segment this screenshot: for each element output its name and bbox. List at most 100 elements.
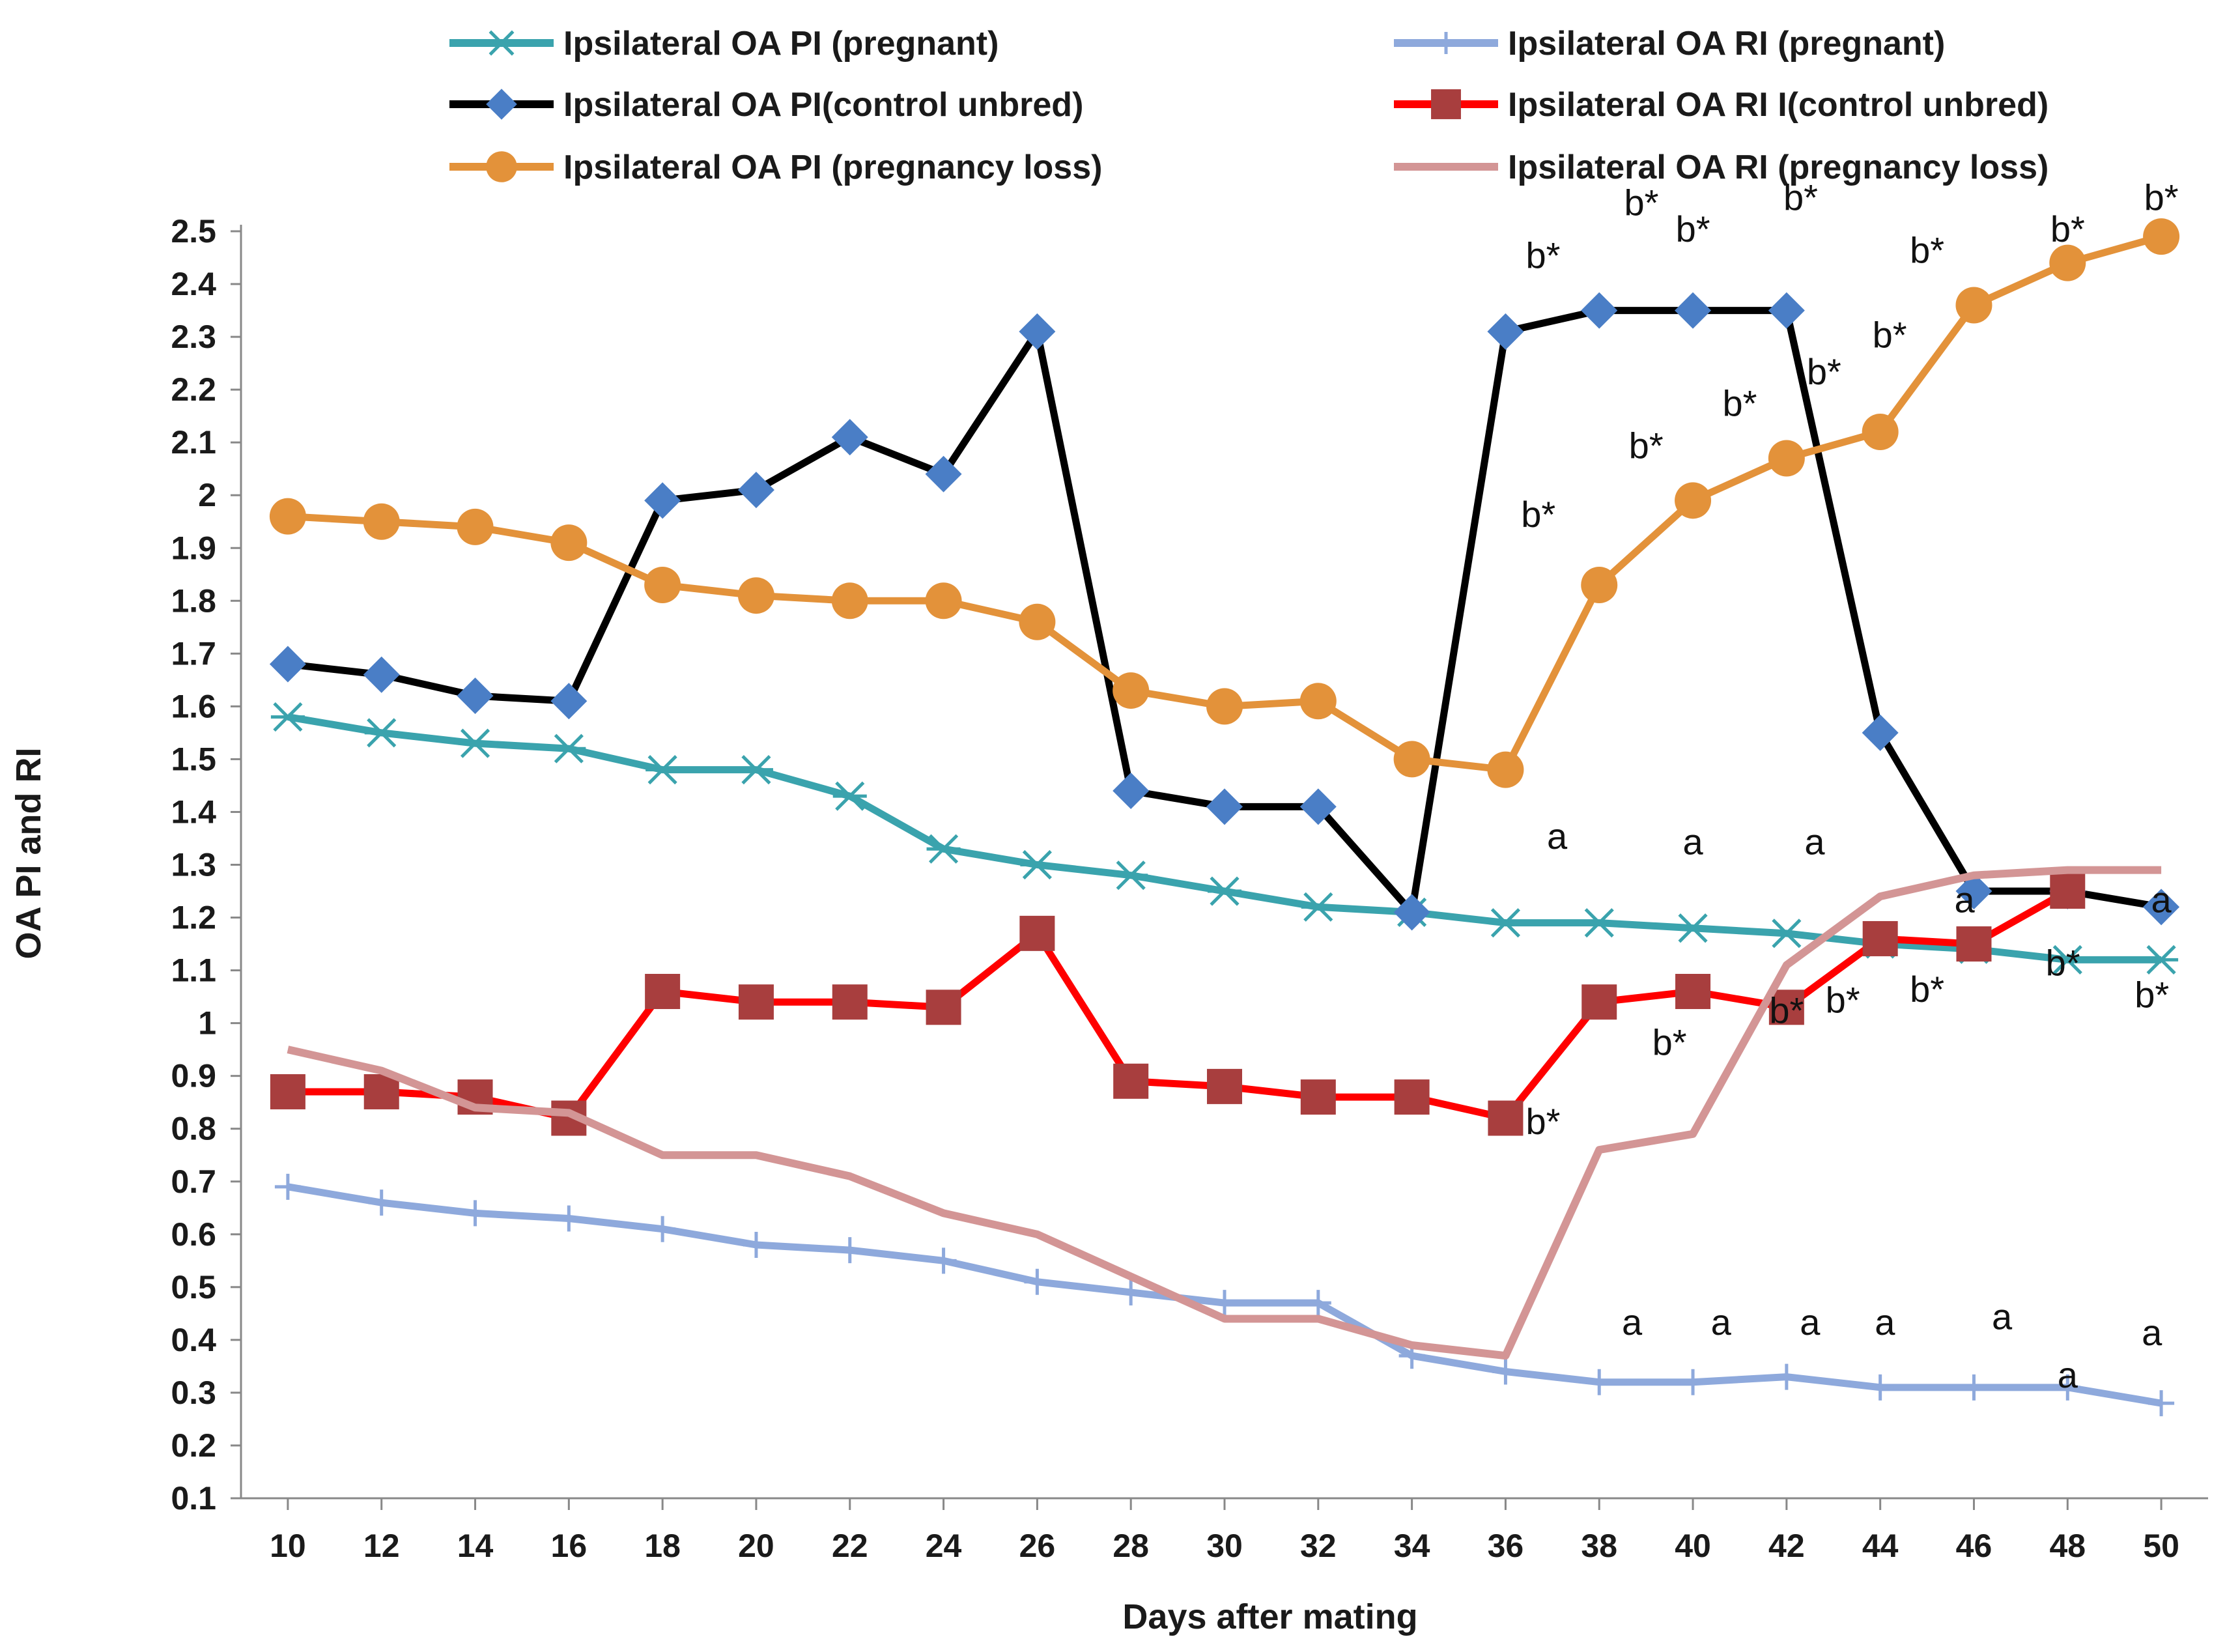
y-tick-label: 0.7 — [171, 1163, 216, 1200]
marker-circle — [2049, 244, 2086, 281]
marker-star — [1208, 876, 1241, 906]
x-tick-label: 50 — [2143, 1528, 2179, 1564]
marker-square — [1862, 920, 1898, 956]
marker-star — [487, 30, 517, 56]
marker-circle — [1487, 751, 1524, 788]
annotation-label: b* — [1910, 230, 1944, 271]
marker-circle — [363, 503, 400, 540]
legend-item: Ipsilateral OA PI (pregnant) — [449, 25, 999, 63]
marker-plus — [556, 1205, 582, 1232]
marker-square — [1956, 926, 1992, 962]
y-tick-label: 2.2 — [171, 371, 216, 408]
y-tick-label: 1.4 — [171, 793, 216, 830]
x-tick-label: 30 — [1206, 1528, 1243, 1564]
annotation-label: a — [1547, 816, 1568, 857]
annotation-label: b* — [1826, 979, 1860, 1020]
marker-star — [2144, 945, 2179, 975]
axes: 0.1 0.2 0.3 0.4 0.5 0.6 0.7 0.8 0.9 1 1.1 1.2 1.3 1.4… — [9, 213, 2208, 1636]
marker-diamond — [1955, 873, 1992, 910]
marker-square — [1394, 1079, 1430, 1115]
marker-star — [2050, 945, 2085, 975]
legend-label: Ipsilateral OA RI (pregnancy loss) — [1508, 149, 2049, 186]
x-tick-label: 20 — [738, 1528, 774, 1564]
y-tick-label: 2.5 — [171, 213, 216, 249]
marker-plus — [1024, 1268, 1051, 1295]
marker-square — [1488, 1100, 1524, 1136]
marker-diamond — [737, 472, 774, 509]
marker-square — [645, 974, 681, 1009]
marker-circle — [831, 582, 868, 620]
marker-diamond — [1768, 292, 1805, 329]
marker-plus — [1586, 1369, 1613, 1395]
annotation-label: b* — [1722, 383, 1757, 424]
y-tick-label: 1.7 — [171, 635, 216, 672]
y-tick-label: 0.6 — [171, 1216, 216, 1253]
marker-star — [364, 718, 399, 748]
x-tick-label: 16 — [551, 1528, 588, 1564]
annotation-label: b* — [1521, 494, 1555, 535]
marker-square — [1675, 974, 1711, 1009]
marker-circle — [1675, 482, 1712, 519]
series-1 — [274, 1173, 2175, 1417]
marker-diamond — [1487, 313, 1524, 350]
marker-plus — [1492, 1358, 1519, 1385]
x-tick-label: 12 — [363, 1528, 400, 1564]
x-tick-label: 44 — [1862, 1528, 1899, 1564]
marker-star — [552, 733, 586, 763]
annotation-label: b* — [2046, 943, 2080, 984]
marker-square — [1207, 1068, 1242, 1104]
annotation-label: a — [1800, 1302, 1821, 1343]
marker-circle — [1393, 741, 1430, 778]
marker-plus — [274, 1173, 301, 1200]
marker-circle — [1581, 566, 1618, 603]
y-tick-label: 2.3 — [171, 319, 216, 355]
x-tick-label: 18 — [644, 1528, 681, 1564]
marker-square — [1019, 915, 1055, 951]
marker-circle — [737, 577, 774, 614]
annotations: b* b* b* b* b* b* b* b* b* b* b* b* a a a a a b* b* b* b* b* b… — [1521, 177, 2178, 1395]
marker-square — [926, 990, 961, 1025]
marker-diamond — [457, 677, 494, 715]
annotation-label: b* — [1624, 182, 1658, 223]
series-line — [287, 866, 2162, 1360]
x-tick-label: 40 — [1675, 1528, 1711, 1564]
marker-plus — [1118, 1279, 1144, 1305]
marker-star — [1020, 849, 1055, 880]
marker-circle — [644, 566, 681, 603]
y-tick-label: 1 — [198, 1005, 216, 1042]
annotation-label: a — [2142, 1312, 2162, 1353]
marker-diamond — [1019, 313, 1056, 350]
y-tick-label: 1.8 — [171, 582, 216, 619]
annotation-label: b* — [1525, 235, 1560, 276]
y-tick-label: 0.4 — [171, 1322, 216, 1358]
annotation-label: a — [1955, 879, 1976, 920]
annotation-label: b* — [1873, 314, 1907, 355]
legend-item: Ipsilateral OA RI (pregnancy loss) — [1394, 149, 2049, 186]
marker-diamond — [644, 482, 681, 519]
marker-diamond — [550, 683, 588, 720]
marker-star — [1582, 908, 1617, 938]
annotation-label: b* — [2134, 974, 2169, 1015]
marker-plus — [836, 1237, 863, 1264]
marker-square — [363, 1074, 399, 1109]
marker-plus — [2054, 1374, 2081, 1401]
marker-diamond — [2143, 889, 2180, 926]
legend-item: Ipsilateral OA PI(control unbred) — [449, 86, 1083, 124]
y-tick-label: 1.3 — [171, 847, 216, 883]
marker-star — [645, 755, 680, 785]
marker-plus — [1435, 32, 1457, 54]
y-tick-label: 0.1 — [171, 1480, 216, 1517]
marker-square — [832, 984, 868, 1020]
marker-plus — [930, 1247, 957, 1274]
x-tick-label: 46 — [1956, 1528, 1992, 1564]
marker-star — [832, 781, 867, 811]
marker-diamond — [269, 646, 306, 683]
marker-diamond — [363, 656, 400, 693]
marker-square — [1581, 984, 1617, 1020]
annotation-label: b* — [1525, 1101, 1560, 1142]
marker-circle — [550, 524, 588, 562]
marker-square — [2050, 874, 2086, 909]
x-tick-label: 14 — [457, 1528, 494, 1564]
annotation-label: b* — [2050, 208, 2085, 249]
